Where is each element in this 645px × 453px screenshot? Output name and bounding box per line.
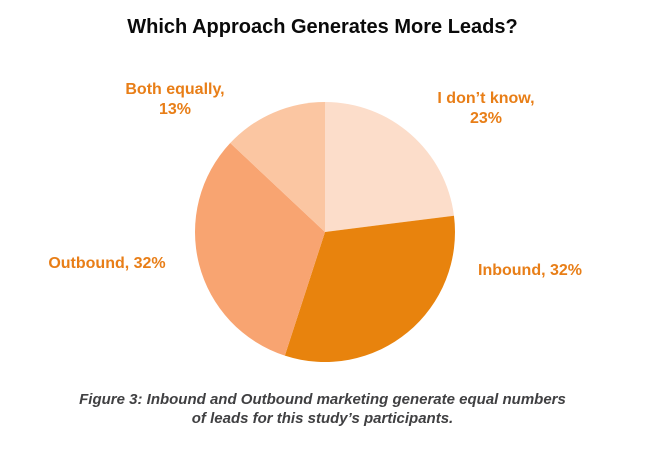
slice-label-line: 13% <box>158 101 192 118</box>
slice-label-outbound: Outbound, 32% <box>19 254 195 274</box>
caption-line: Figure 3: Inbound and Outbound marketing… <box>79 391 566 408</box>
pie-slice-i-don-t-know <box>325 102 454 232</box>
pie-slice-inbound <box>284 215 455 363</box>
pie-slice-outbound <box>194 143 325 356</box>
slice-label-line: Both equally, <box>125 81 225 98</box>
slice-label-line: I don’t know, <box>437 90 535 107</box>
slice-label-line: 23% <box>469 110 503 127</box>
figure-caption: Figure 3: Inbound and Outbound marketing… <box>0 390 645 428</box>
slice-label-line: Outbound, 32% <box>48 255 166 272</box>
chart-title: Which Approach Generates More Leads? <box>127 16 518 38</box>
slice-label-line: Inbound, 32% <box>478 262 582 279</box>
pie-slice-both-equally <box>230 102 325 232</box>
slice-label-inbound: Inbound, 32% <box>442 261 618 281</box>
slice-label-i-dont-know: I don’t know, 23% <box>398 89 574 129</box>
caption-line: of leads for this study’s participants. <box>191 410 454 427</box>
slice-label-both-equally: Both equally, 13% <box>87 80 263 120</box>
